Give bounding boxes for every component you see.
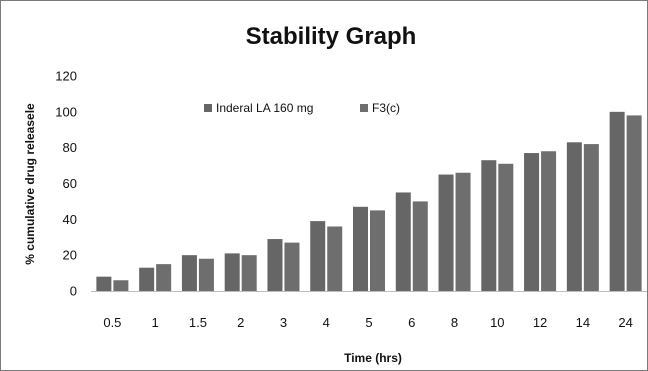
y-axis-ticks: 0 20 40 60 80 100 120 [55, 69, 77, 299]
bar-inderal-14 [566, 142, 582, 291]
x-tick-label: 0.5 [103, 315, 121, 330]
bar-inderal-6 [395, 192, 411, 291]
x-tick-label: 6 [408, 315, 415, 330]
y-tick-label: 120 [55, 69, 77, 84]
y-tick-label: 100 [55, 104, 77, 119]
y-tick-label: 20 [63, 248, 77, 263]
bar-inderal-5 [353, 206, 368, 291]
legend-swatch-f3c [360, 104, 368, 112]
y-tick-label: 60 [63, 176, 77, 191]
x-tick-label: 14 [576, 315, 590, 330]
chart-title: Stability Graph [246, 23, 417, 50]
bar-f3c-6 [412, 201, 428, 291]
x-tick-label: 1.5 [189, 315, 207, 330]
bar-inderal-3 [267, 239, 283, 291]
bar-inderal-2 [224, 253, 240, 291]
bar-f3c-0.5 [113, 280, 129, 291]
bar-inderal-1.5 [181, 255, 197, 291]
x-tick-label: 2 [237, 315, 244, 330]
x-tick-label: 10 [490, 315, 504, 330]
x-tick-label: 8 [451, 315, 458, 330]
x-tick-label: 1 [152, 315, 159, 330]
x-axis-ticks: 0.5 1 1.5 2 3 4 5 6 8 10 12 14 24 [103, 315, 633, 330]
bar-f3c-3 [284, 242, 300, 291]
bar-f3c-1.5 [198, 258, 214, 291]
x-tick-label: 24 [618, 315, 632, 330]
x-tick-label: 4 [323, 315, 330, 330]
bar-f3c-24 [626, 115, 642, 292]
bars [96, 111, 642, 292]
bar-inderal-8 [438, 174, 454, 291]
bar-f3c-12 [541, 151, 557, 291]
bar-f3c-4 [327, 226, 343, 291]
bar-inderal-4 [310, 221, 326, 291]
bar-inderal-12 [524, 153, 540, 291]
bar-inderal-24 [609, 111, 625, 291]
x-tick-label: 3 [280, 315, 287, 330]
bar-f3c-1 [156, 264, 172, 291]
y-tick-label: 80 [63, 140, 77, 155]
bar-f3c-8 [455, 172, 471, 291]
x-axis-label: Time (hrs) [344, 351, 402, 365]
y-tick-label: 40 [63, 212, 77, 227]
y-axis-label: % cumulative drug releasele [23, 103, 37, 265]
y-tick-label: 0 [70, 284, 77, 299]
legend-label-f3c: F3(c) [372, 101, 400, 115]
x-tick-label: 5 [365, 315, 372, 330]
bar-f3c-5 [370, 210, 385, 291]
x-tick-label: 12 [533, 315, 547, 330]
bar-inderal-1 [139, 267, 155, 291]
bar-f3c-10 [498, 163, 514, 291]
bar-inderal-10 [481, 160, 497, 291]
legend-swatch-inderal [204, 104, 212, 112]
bar-f3c-14 [583, 144, 599, 291]
bar-inderal-0.5 [96, 276, 112, 291]
legend: Inderal LA 160 mg F3(c) [204, 101, 400, 115]
bar-f3c-2 [241, 255, 257, 291]
legend-label-inderal: Inderal LA 160 mg [216, 101, 313, 115]
